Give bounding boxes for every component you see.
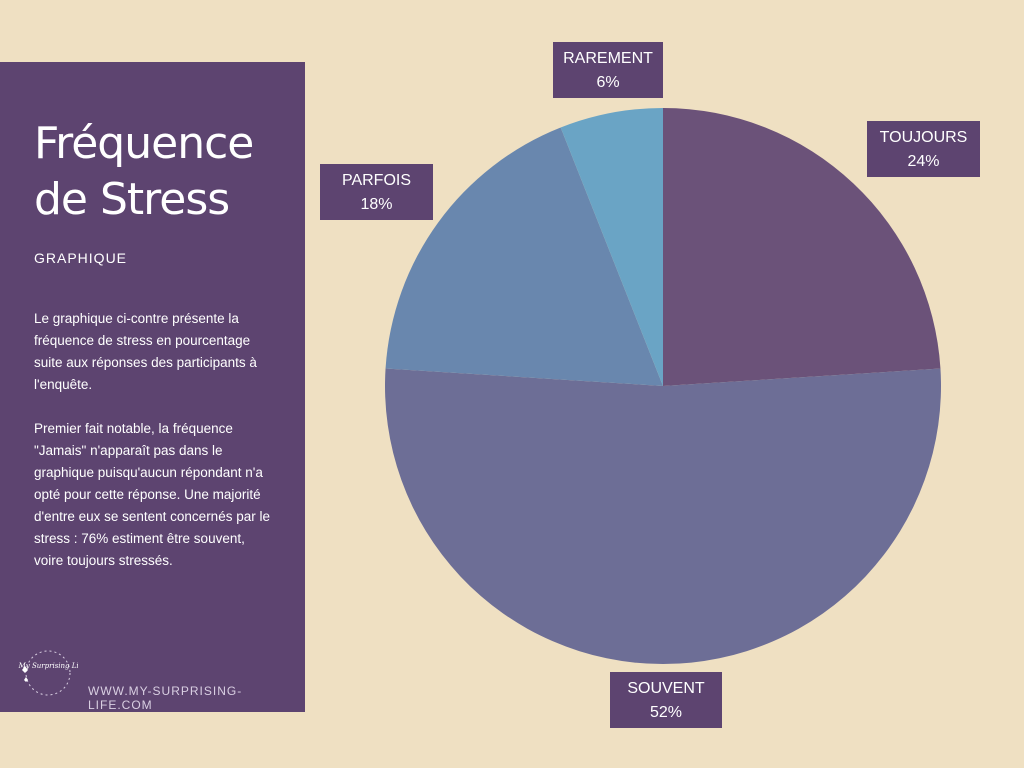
label-toujours-name: TOUJOURS <box>879 129 968 146</box>
pie-slice-parfois <box>385 127 663 387</box>
logo-wreath <box>25 650 71 696</box>
label-souvent-value: 52% <box>649 704 683 721</box>
subtitle: GRAPHIQUE <box>34 250 128 266</box>
footer-url: WWW.MY-SURPRISING-LIFE.COM <box>88 684 243 712</box>
pie-slices <box>385 108 941 665</box>
label-toujours-value: 24% <box>907 153 940 170</box>
label-rarement-value: 6% <box>596 74 620 91</box>
logo-leaf-icon <box>24 677 28 682</box>
info-panel: Fréquence de Stress GRAPHIQUE Le graphiq… <box>0 62 305 712</box>
description: Le graphique ci-contre présente la fréqu… <box>34 308 270 594</box>
label-rarement: RAREMENT 6% <box>552 41 664 99</box>
label-toujours: TOUJOURS 24% <box>866 120 981 178</box>
pie-slice-rarement <box>560 108 663 386</box>
label-rarement-name: RAREMENT <box>563 50 653 67</box>
description-paragraph-2: Premier fait notable, la fréquence "Jama… <box>34 421 270 568</box>
page-title: Fréquence de Stress <box>34 116 254 228</box>
label-parfois: PARFOIS 18% <box>319 163 434 221</box>
pie-slice-toujours <box>663 108 941 386</box>
title-line-1: Fréquence <box>34 118 254 169</box>
logo-text: My Surprising Life <box>18 662 78 670</box>
description-paragraph-1: Le graphique ci-contre présente la fréqu… <box>34 311 257 392</box>
label-souvent: SOUVENT 52% <box>609 671 723 729</box>
pie-slice-souvent <box>385 368 941 665</box>
label-souvent-name: SOUVENT <box>627 680 705 697</box>
logo-flower-icon <box>22 666 28 673</box>
label-parfois-value: 18% <box>360 196 393 213</box>
brand-logo: My Surprising Life <box>18 650 78 696</box>
title-line-2: de Stress <box>34 174 230 225</box>
label-parfois-name: PARFOIS <box>341 172 412 189</box>
